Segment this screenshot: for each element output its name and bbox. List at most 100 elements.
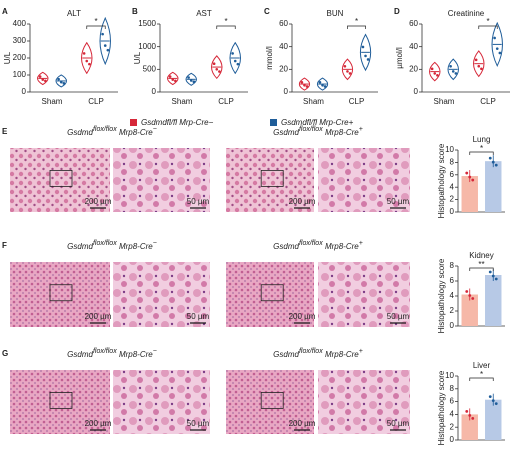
point [361,45,365,49]
x-tick-label: Sham [172,97,193,106]
point [494,163,498,167]
point [477,64,481,68]
violin [316,77,329,91]
driver-genotype: − [153,240,157,247]
driver-genotype: + [359,240,363,247]
point [218,70,221,73]
violin [211,55,223,80]
point [62,82,66,85]
y-tick-label: 10 [445,371,454,380]
y-tick-label: 60 [279,19,288,28]
scale-label: 200 µm [85,197,112,206]
sig-label: * [224,17,227,26]
violin [429,61,441,82]
violin [81,41,93,75]
point [88,62,91,66]
sig-bracket [216,25,236,29]
point [348,72,352,75]
violin [99,16,111,66]
scale-label: 200 µm [289,419,316,428]
y-tick-label: 1000 [138,42,156,51]
violin [491,21,503,67]
driver-genotype: + [359,126,363,133]
genotype: flox/flox [93,240,117,247]
y-axis-label: µmol/l [395,47,404,69]
x-tick-label: CLP [480,97,496,106]
point [44,79,47,83]
x-tick-label: Sham [303,97,324,106]
point [454,72,458,75]
sig-bracket [347,25,366,29]
y-tick-label: 0 [284,87,289,96]
y-tick-label: 100 [13,70,27,79]
point [498,51,502,55]
point [494,402,498,406]
bar [461,294,478,326]
point [430,67,434,71]
violin [167,71,179,86]
point [236,62,240,66]
point [449,64,452,68]
point [189,79,193,82]
scale-label: 200 µm [289,312,316,321]
chart-title: ALT [67,9,81,18]
legend-swatch [270,119,277,126]
y-tick-label: 20 [409,64,418,73]
micrograph [113,262,210,327]
violin [359,33,372,72]
micrograph [113,370,210,434]
point [41,78,45,81]
point [171,78,175,81]
violin [55,74,67,88]
point [323,85,327,88]
violin [341,58,354,81]
y-tick-label: 4 [450,291,455,300]
point [106,48,110,52]
point [495,47,499,50]
y-tick-label: 4 [450,182,455,191]
driver: Mrp8-Cre [119,350,153,359]
point [101,32,104,36]
driver: Mrp8-Cre [119,242,153,251]
point [488,395,492,399]
gene: Gsdmd [67,350,93,359]
sig-label: * [480,144,483,153]
y-tick-label: 60 [409,19,418,28]
point [85,59,89,63]
point [305,85,309,88]
driver: Mrp8-Cre [325,242,359,251]
micrograph [10,262,110,327]
point [491,274,495,278]
micrograph [226,262,314,327]
y-axis-label: U/L [3,51,12,64]
y-tick-label: 8 [450,158,455,167]
gene: Gsdmd [67,128,93,137]
point [38,75,42,78]
point [468,175,472,179]
point [103,44,107,47]
y-tick-label: 0 [22,87,27,96]
image-heading: Gsdmdflox/flox Mrp8-Cre− [67,126,157,137]
sig-label: * [480,370,483,379]
y-tick-label: 2 [450,422,455,431]
image-heading: Gsdmdflox/flox Mrp8-Cre− [67,348,157,359]
bar [461,414,478,440]
point [364,54,367,58]
point [491,160,495,164]
sig-label: * [355,17,358,26]
inset-box [260,169,284,187]
y-tick-label: 10 [445,145,454,154]
driver: Mrp8-Cre [325,350,359,359]
x-tick-label: Sham [434,97,455,106]
y-tick-label: 8 [450,384,455,393]
scale-label: 50 µm [187,312,210,321]
y-tick-label: 4 [450,410,455,419]
point [192,80,196,84]
point [187,76,190,79]
point [471,417,475,420]
point [57,77,60,81]
point [215,68,219,71]
x-tick-label: CLP [349,97,365,106]
y-tick-label: 6 [450,276,455,285]
genotype: flox/flox [299,126,323,133]
